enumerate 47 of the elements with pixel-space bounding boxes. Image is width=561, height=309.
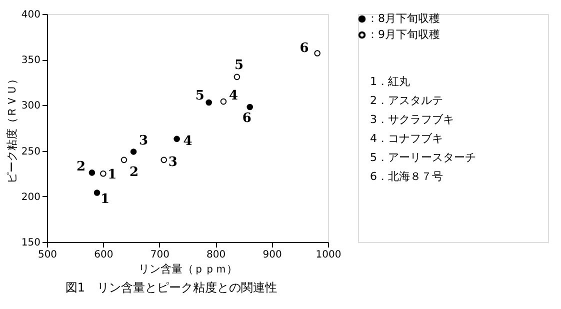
text: 1．紅丸	[370, 75, 410, 88]
point	[130, 148, 137, 155]
y-tick-label: 200	[21, 192, 40, 203]
text: 3．サクラフブキ	[370, 113, 454, 126]
y-tick-label: 350	[21, 55, 40, 66]
x-tick-label: 1000	[316, 250, 342, 260]
legend-label: ：9月下旬収穫	[367, 28, 440, 41]
point	[94, 190, 100, 196]
point	[206, 99, 212, 106]
y-tick-label: 400	[21, 10, 40, 20]
point	[246, 104, 254, 110]
annotation: 5	[195, 88, 204, 104]
point	[314, 50, 320, 56]
y-tick-label: 300	[21, 100, 40, 112]
point	[220, 98, 227, 105]
point	[100, 170, 106, 177]
annotation: 4	[183, 134, 192, 149]
x-tick-label: 800	[206, 250, 226, 260]
text: 2．アスタルテ	[370, 94, 443, 107]
text: 5．アーリースターチ	[370, 151, 476, 164]
point	[234, 74, 240, 80]
annotation: 2	[76, 160, 86, 175]
text: 4．コナフブキ	[370, 132, 443, 145]
annotation: 2	[129, 164, 139, 180]
point	[88, 170, 96, 176]
point	[160, 156, 168, 164]
annotation: 6	[300, 41, 309, 56]
x-tick-label: 600	[94, 250, 114, 260]
y-tick-label: 150	[21, 238, 40, 248]
annotation: 3	[168, 154, 178, 170]
point	[120, 156, 128, 164]
annotation: 3	[139, 134, 148, 149]
text: 6．北海８７号	[370, 170, 443, 183]
annotation: 4	[228, 88, 238, 104]
annotation: 5	[234, 58, 244, 73]
point	[174, 136, 180, 142]
legend-label: ：8月下旬収穫	[367, 12, 440, 25]
annotation: 1	[108, 168, 117, 183]
y-axis-title: ピーク粘度（ＲＶＵ）	[5, 74, 18, 184]
x-tick-label: 900	[262, 250, 282, 260]
x-axis-title: リン含量（ｐｐｍ）	[138, 262, 238, 276]
x-tick-label: 700	[150, 250, 170, 260]
annotation: 1	[100, 192, 110, 207]
x-tick-label: 500	[38, 250, 58, 260]
text: 図1 リン含量とピーク粘度との関連性	[65, 280, 278, 294]
y-tick-label: 250	[21, 146, 40, 158]
annotation: 6	[242, 111, 252, 126]
